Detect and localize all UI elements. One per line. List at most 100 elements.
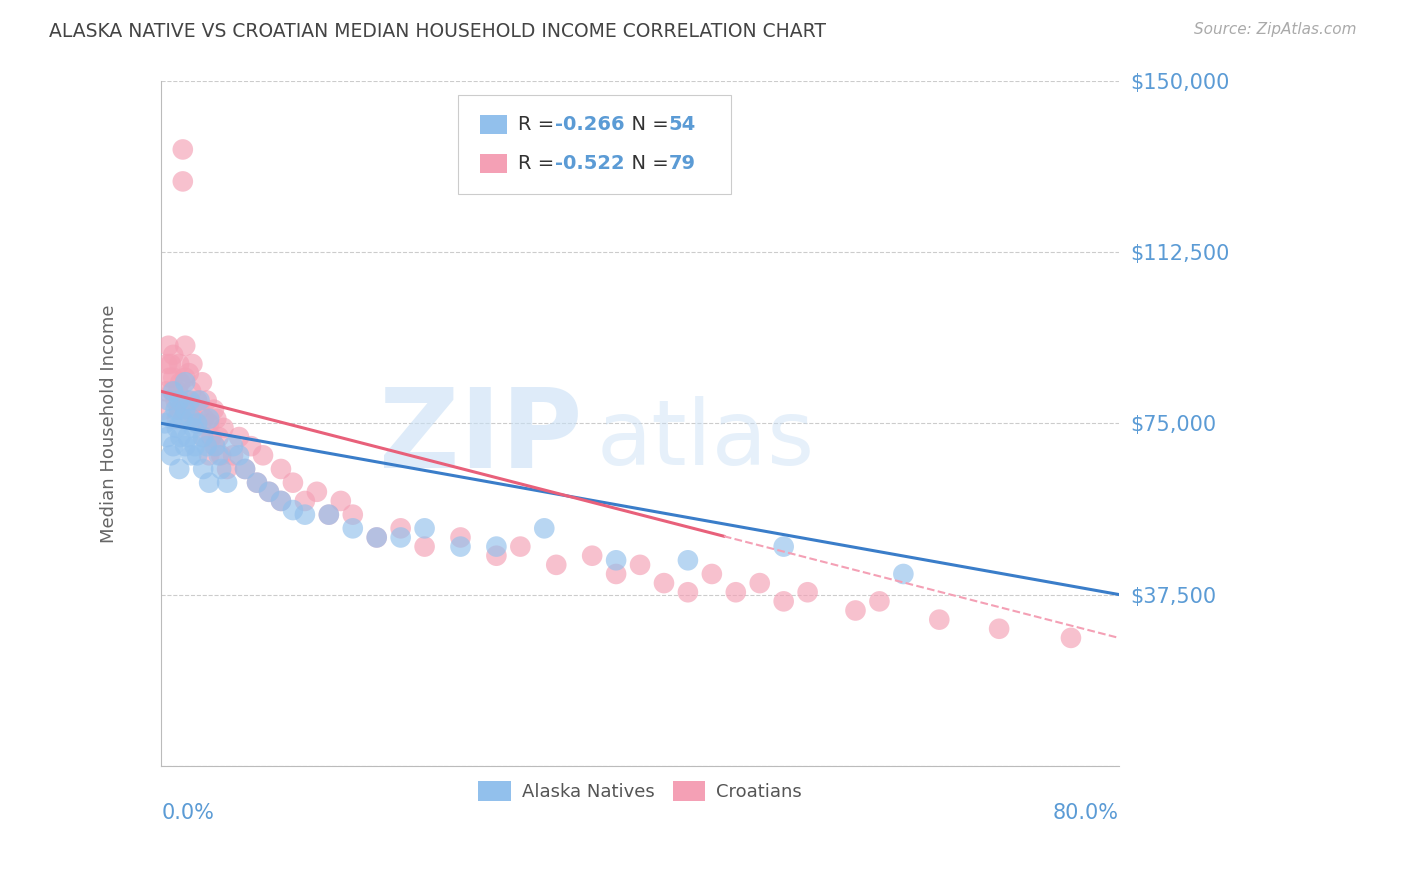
Point: [208, 448, 231, 462]
Point: [167, 462, 190, 476]
Point: [160, 411, 183, 425]
Point: [195, 393, 218, 408]
Point: [180, 384, 202, 399]
Point: [174, 402, 197, 417]
Point: [159, 370, 181, 384]
Point: [174, 439, 197, 453]
Point: [893, 566, 915, 581]
Point: [186, 417, 208, 431]
Point: [157, 339, 180, 353]
Point: [772, 540, 794, 554]
Text: -0.266: -0.266: [555, 114, 624, 134]
Text: Median Household Income: Median Household Income: [100, 304, 118, 542]
Point: [724, 585, 747, 599]
Point: [155, 384, 177, 399]
Point: [188, 402, 211, 417]
Point: [676, 553, 699, 567]
Point: [628, 558, 651, 572]
Point: [191, 430, 214, 444]
Point: [844, 603, 866, 617]
Text: 79: 79: [669, 153, 696, 173]
Point: [184, 411, 207, 425]
Point: [281, 475, 304, 490]
Point: [450, 531, 472, 545]
Point: [533, 521, 555, 535]
Legend: Alaska Natives, Croatians: Alaska Natives, Croatians: [471, 773, 808, 808]
Text: ALASKA NATIVE VS CROATIAN MEDIAN HOUSEHOLD INCOME CORRELATION CHART: ALASKA NATIVE VS CROATIAN MEDIAN HOUSEHO…: [49, 22, 827, 41]
Point: [174, 376, 197, 390]
FancyBboxPatch shape: [479, 114, 508, 134]
Point: [413, 521, 436, 535]
Point: [228, 448, 250, 462]
Point: [342, 508, 364, 522]
Point: [198, 417, 221, 431]
Point: [581, 549, 603, 563]
Point: [198, 448, 221, 462]
Point: [270, 462, 292, 476]
FancyBboxPatch shape: [458, 95, 731, 194]
Point: [160, 448, 183, 462]
Point: [188, 393, 211, 408]
Point: [928, 613, 950, 627]
Point: [176, 430, 198, 444]
Point: [174, 370, 197, 384]
Point: [342, 521, 364, 535]
Point: [796, 585, 818, 599]
Point: [183, 421, 205, 435]
Point: [240, 439, 263, 453]
Point: [167, 357, 190, 371]
Point: [700, 566, 723, 581]
Point: [209, 462, 232, 476]
Point: [485, 549, 508, 563]
Point: [169, 430, 191, 444]
Point: [167, 393, 190, 408]
Point: [270, 494, 292, 508]
Point: [294, 508, 316, 522]
Point: [204, 439, 226, 453]
Point: [160, 357, 183, 371]
Text: R =: R =: [519, 114, 561, 134]
Point: [366, 531, 388, 545]
Text: R =: R =: [519, 153, 561, 173]
Point: [546, 558, 568, 572]
Point: [157, 393, 180, 408]
Point: [413, 540, 436, 554]
Point: [222, 448, 245, 462]
Point: [204, 439, 226, 453]
Point: [179, 393, 201, 408]
Point: [988, 622, 1011, 636]
Text: -0.522: -0.522: [555, 153, 624, 173]
Point: [366, 531, 388, 545]
FancyBboxPatch shape: [479, 153, 508, 173]
Point: [217, 462, 239, 476]
Point: [162, 384, 184, 399]
Point: [202, 402, 225, 417]
Point: [868, 594, 890, 608]
Point: [186, 448, 208, 462]
Point: [294, 494, 316, 508]
Point: [172, 411, 194, 425]
Point: [156, 357, 179, 371]
Point: [257, 484, 280, 499]
Point: [169, 376, 191, 390]
Point: [748, 576, 770, 591]
Point: [162, 370, 184, 384]
Point: [174, 339, 197, 353]
Point: [166, 411, 188, 425]
Point: [191, 430, 214, 444]
Point: [270, 494, 292, 508]
Point: [167, 384, 190, 399]
Text: N =: N =: [619, 153, 675, 173]
Point: [166, 421, 188, 435]
Point: [180, 448, 202, 462]
Point: [450, 540, 472, 554]
Point: [257, 484, 280, 499]
Point: [605, 566, 627, 581]
Point: [181, 357, 204, 371]
Point: [676, 585, 699, 599]
Point: [233, 462, 256, 476]
Point: [1060, 631, 1083, 645]
Point: [318, 508, 340, 522]
Point: [252, 448, 274, 462]
Point: [153, 417, 176, 431]
